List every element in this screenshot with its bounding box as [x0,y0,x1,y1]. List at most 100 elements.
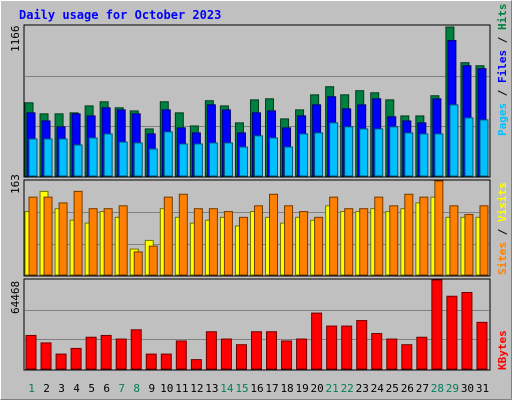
kbytes-bar [250,331,262,370]
x-tick-label: 6 [103,382,110,395]
pages-bar [299,133,309,177]
sites-bar [208,208,218,276]
pages-bar [148,148,158,177]
pages-bar [449,104,459,177]
pages-bar [208,142,218,177]
x-tick-label: 3 [58,382,65,395]
x-tick-label: 18 [280,382,293,395]
kbytes-bar [25,334,37,370]
x-tick-label: 2 [43,382,50,395]
chart-title: Daily usage for October 2023 [19,8,221,22]
mid-max-label: 163 [9,174,22,194]
legend-files: Files [496,50,509,83]
x-tick-label: 11 [175,382,188,395]
sites-bar [479,205,489,276]
x-tick-label: 29 [446,382,459,395]
kbytes-bar [235,344,247,370]
x-tick-label: 30 [461,382,474,395]
kbytes-bar [85,336,97,370]
x-tick-label: 21 [326,382,339,395]
sites-bar [299,211,309,276]
sites-bar [148,245,158,276]
kbytes-bar [205,331,217,370]
sites-bar [118,205,128,276]
sites-bar [238,216,248,276]
kbytes-bar [446,295,458,370]
kbytes-bar [70,347,82,370]
kbytes-bar [461,292,473,370]
kbytes-bar [431,279,443,370]
legend-sites: Sites [496,242,509,275]
pages-bar [193,143,203,177]
kbytes-bar [100,334,112,370]
x-tick-label: 17 [265,382,278,395]
sites-bar [43,196,53,276]
x-tick-label: 9 [148,382,155,395]
kbytes-bar [356,320,368,370]
pages-bar [269,137,279,177]
x-tick-label: 19 [295,382,308,395]
sites-bar [359,208,369,276]
pages-bar [479,119,489,177]
legend-kbytes: KBytes [496,330,509,370]
sites-bar [223,211,233,276]
legend-mid: Sites / Visits [496,182,509,275]
sites-bar [28,196,38,276]
sites-bar [103,208,113,276]
pages-bar [253,135,263,177]
top-max-label: 1166 [9,26,22,53]
sites-bar [88,208,98,276]
sites-bar [178,193,188,276]
sites-bar [193,208,203,276]
sites-bar [404,193,414,276]
sites-bar [389,205,399,276]
sites-bar [284,205,294,276]
pages-bar [88,137,98,177]
pages-bar [374,128,384,177]
x-tick-label: 28 [431,382,444,395]
hits-files-pages-panel [23,24,491,178]
pages-bar [178,143,188,177]
kbytes-bar [55,353,67,370]
x-tick-label: 1 [28,382,35,395]
kbytes-bar [145,353,157,370]
x-axis-labels: 1 2 3 4 5 6 7 8 9 10 11 12 13 14 15 16 17 18 19 20 21 22 23 24 2… [28,382,489,395]
sites-bar [133,251,143,276]
kbytes-bar [266,331,278,370]
x-tick-label: 10 [160,382,173,395]
kbytes-bar [115,338,127,370]
pages-bar [344,126,354,177]
kbytes-bar [220,338,232,370]
pages-bar [434,133,444,177]
pages-bar [133,142,143,177]
kbytes-bar [401,344,413,370]
kbytes-bar [175,340,187,370]
pages-bar [284,146,294,177]
sites-bar [73,190,83,276]
pages-bar [103,133,113,177]
kbytes-bar [416,336,428,370]
x-tick-label: 27 [416,382,429,395]
pages-bar [28,138,38,177]
x-tick-label: 8 [133,382,140,395]
kbytes-bar [190,359,202,370]
kbytes-bar [281,340,293,370]
kbytes-bar [40,342,52,370]
x-tick-label: 22 [341,382,354,395]
x-tick-label: 16 [250,382,263,395]
visits-sites-panel [23,179,491,277]
legend-visits: Visits [496,182,509,222]
kbytes-bar [311,312,323,370]
legend-pages: Pages [496,103,509,136]
pages-bar [314,132,324,177]
x-tick-label: 14 [220,382,234,395]
sites-bar [329,196,339,276]
kbytes-bar [130,329,142,370]
pages-bar [238,146,248,177]
kbytes-bar [341,325,353,370]
pages-bar [329,122,339,177]
pages-bar [223,142,233,177]
pages-bar [163,131,173,177]
x-tick-label: 20 [311,382,324,395]
